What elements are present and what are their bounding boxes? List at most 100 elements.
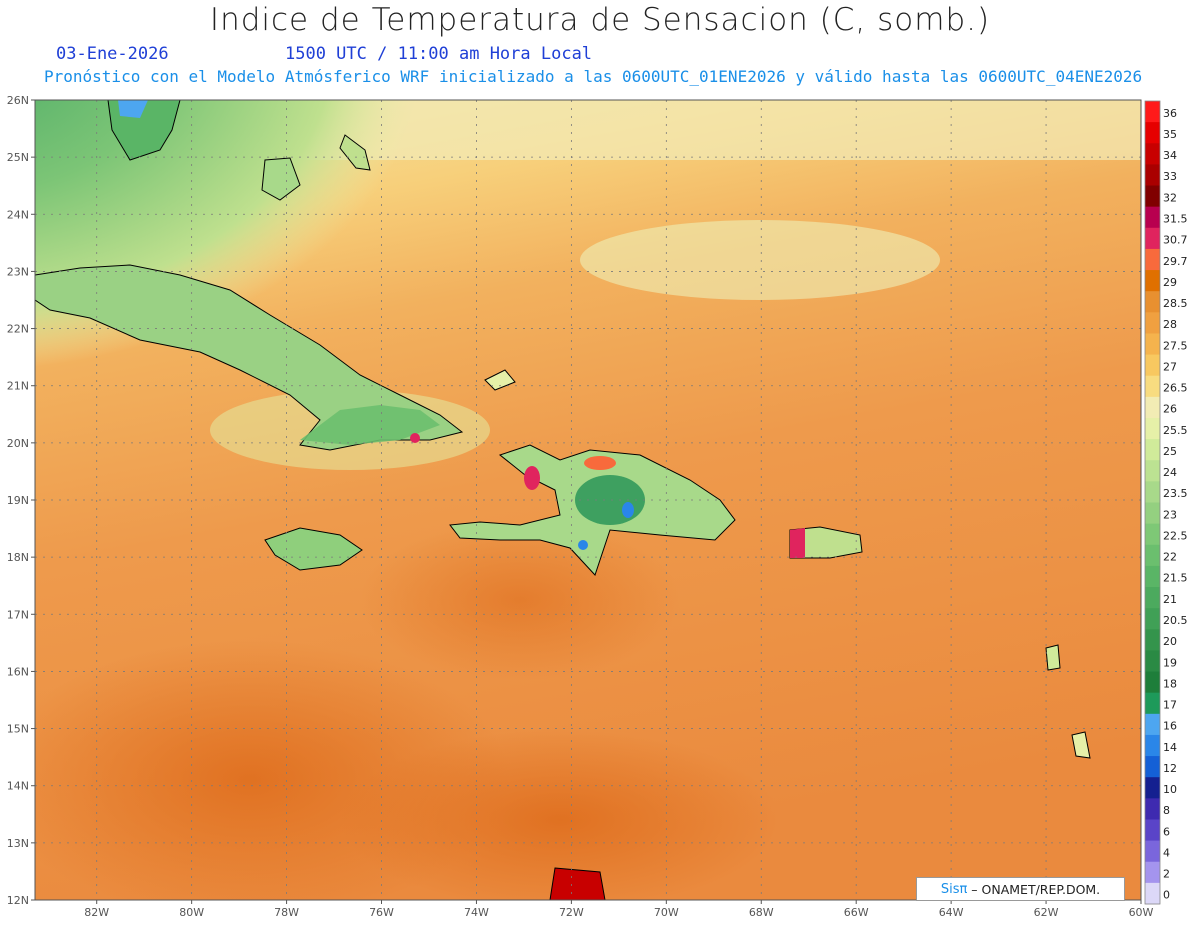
cuba-landmass [35,264,464,451]
legend-swatch [1145,777,1160,799]
lon-label: 76W [369,906,394,919]
legend-label: 20.5 [1163,614,1188,627]
longitude-labels: 82W 80W 78W 76W 74W 72W 70W 68W 66W 64W 62W 60W [84,900,1154,919]
legend-swatch [1145,481,1160,503]
legend-swatch [1145,270,1160,292]
lon-label: 80W [179,906,204,919]
legend-swatch [1145,333,1160,356]
legend-label: 31.5 [1163,213,1188,226]
legend-swatch [1145,143,1160,165]
legend-swatch [1145,629,1160,651]
forecast-time: 1500 UTC / 11:00 am Hora Local [285,44,593,64]
legend-label: 17 [1163,699,1177,712]
lesser-antilles-island [1045,644,1061,671]
legend-swatch [1145,291,1160,313]
legend-swatch [1145,650,1160,673]
legend-label: 28 [1163,318,1177,331]
lat-label: 26N [7,94,29,107]
legend-swatch [1145,523,1160,546]
legend-label: 12 [1163,762,1177,775]
legend-label: 24 [1163,466,1177,479]
lon-label: 72W [559,906,584,919]
lat-label: 13N [7,837,29,850]
lat-label: 14N [7,780,29,793]
legend-label: 35 [1163,128,1177,141]
legend-swatch [1145,417,1160,440]
legend-swatch [1145,439,1160,461]
lat-label: 17N [7,608,29,621]
forecast-date: 03-Ene-2026 [56,44,169,64]
legend-swatch [1145,101,1160,123]
legend-label: 8 [1163,804,1170,817]
lon-label: 60W [1129,906,1154,919]
legend-swatch [1145,798,1160,820]
latitude-labels: 26N 25N 24N 23N 22N 21N 20N 19N 18N 17N 16N 15N 14N 1… [7,94,35,907]
lat-label: 25N [7,151,29,164]
legend-label: 18 [1163,677,1177,690]
legend-swatch [1145,354,1160,377]
legend-label: 22 [1163,551,1177,564]
cold-spot-florida [118,100,148,118]
venezuela-coast [549,867,606,900]
legend-swatch [1145,227,1160,250]
legend-swatch [1145,882,1160,905]
credit-text: – ONAMET/REP.DOM. [971,881,1101,897]
lon-label: 74W [464,906,489,919]
color-legend: 363534333231.530.729.72928.52827.52726.5… [1144,100,1188,905]
legend-swatch [1145,713,1160,736]
legend-swatch [1145,460,1160,482]
legend-frame [1144,100,1161,905]
legend-swatch [1145,692,1160,715]
legend-label: 27 [1163,360,1177,373]
legend-swatch [1145,502,1160,525]
legend-swatch [1145,840,1160,863]
legend-label: 30.7 [1163,234,1188,247]
lat-label: 23N [7,265,29,278]
legend-label: 19 [1163,656,1177,669]
legend-label: 10 [1163,783,1177,796]
legend-swatch [1145,587,1160,609]
lon-label: 82W [84,906,109,919]
legend-label: 4 [1163,846,1170,859]
legend-label: 29 [1163,276,1177,289]
legend-label: 20 [1163,635,1177,648]
legend-label: 34 [1163,149,1177,162]
map-title: Indice de Temperatura de Sensacion (C, s… [209,2,991,38]
legend-label: 2 [1163,868,1170,881]
map-gridlines [35,100,1141,900]
legend-label: 23.5 [1163,487,1188,500]
legend-label: 21.5 [1163,572,1188,585]
legend-label: 0 [1163,889,1170,902]
bahamas-island [261,157,301,201]
legend-label: 33 [1163,170,1177,183]
legend-label: 27.5 [1163,339,1188,352]
legend-swatch [1145,819,1160,842]
lat-label: 20N [7,437,29,450]
lat-label: 16N [7,665,29,678]
legend-label: 25.5 [1163,424,1188,437]
legend-swatch [1145,164,1160,187]
lat-label: 24N [7,208,29,221]
lat-label: 21N [7,380,29,393]
lon-label: 64W [939,906,964,919]
legend-label: 23 [1163,508,1177,521]
lat-label: 15N [7,723,29,736]
legend-swatch [1145,544,1160,567]
legend-swatch [1145,396,1160,419]
lat-label: 19N [7,494,29,507]
legend-swatch [1145,206,1160,229]
lon-label: 68W [749,906,774,919]
legend-swatch [1145,734,1160,757]
legend-label: 22.5 [1163,529,1188,542]
lesser-antilles-island [1071,731,1091,759]
legend-label: 25 [1163,445,1177,458]
legend-swatch [1145,608,1160,630]
legend-swatch [1145,565,1160,588]
legend-label: 26 [1163,403,1177,416]
jamaica-landmass [264,527,363,571]
lon-label: 70W [654,906,679,919]
lon-label: 78W [274,906,299,919]
legend-label: 36 [1163,107,1177,120]
lat-label: 18N [7,551,29,564]
